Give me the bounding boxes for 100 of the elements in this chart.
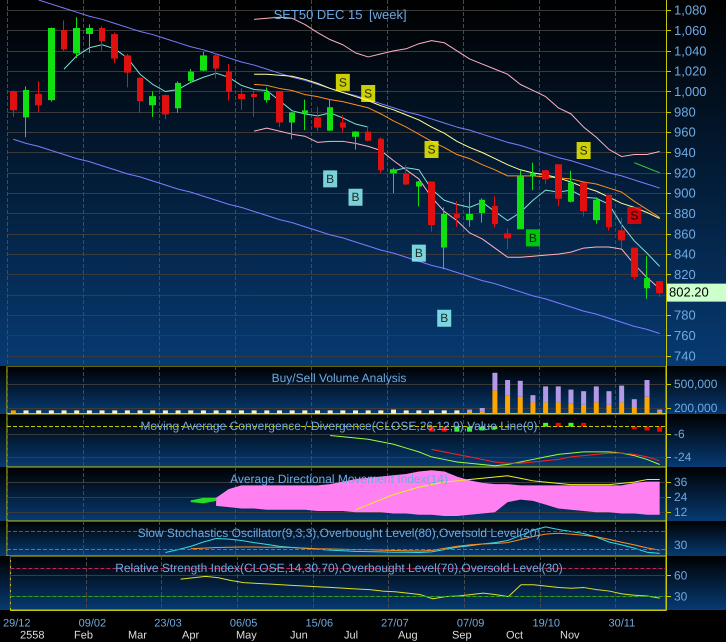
text: 802.20 [669,284,709,300]
candlestick [226,64,232,102]
text: Oct [506,630,524,642]
data-label: B [414,246,423,260]
x-tick-label: 23/03 [154,618,182,630]
y-tick-label: 860 [674,226,696,242]
y-tick-label: 940 [674,145,696,160]
candlestick [149,91,156,118]
line-series [12,138,660,334]
candlestick [35,80,42,112]
text: 2558 [20,630,44,642]
y-tick-label: 980 [674,104,696,120]
y-tick-label: -24 [674,450,692,464]
candlestick [264,86,270,104]
x-tick-label: 09/02 [78,618,106,630]
x-tick-label: 15/06 [306,618,334,630]
data-label: B [326,172,334,186]
y-tick-label: 1,080 [674,2,707,18]
y-tick-label: 30 [674,590,688,604]
candlestick [555,164,562,207]
y-tick-label: 500,000 [674,377,718,391]
y-tick-label: 760 [674,328,696,343]
candlestick [504,228,511,250]
candlestick [302,99,308,131]
candlestick [403,164,409,186]
candlestick [428,181,435,232]
line-series [330,434,660,466]
y-tick-label: 200,000 [674,401,718,415]
candlestick [644,256,650,300]
candlestick [86,24,93,54]
candlestick [137,76,143,114]
candlestick [111,32,118,64]
candlestick [454,200,460,228]
candlestick [656,281,663,298]
candlestick [23,86,29,138]
y-tick-label: 820 [674,267,696,282]
candlestick [378,136,384,174]
candlestick [390,167,397,194]
candlestick [289,111,295,140]
x-tick-label: 30/11 [608,618,636,630]
candlestick [517,170,524,230]
candlestick [162,94,169,120]
candlestick [580,182,587,218]
text: May [236,630,258,642]
data-label: S [338,75,347,90]
y-tick-label: 1,060 [674,23,707,38]
y-tick-label: 12 [674,505,688,520]
y-tick-label: 740 [674,348,696,364]
data-label: B [352,190,360,204]
candlestick [61,20,67,52]
candlestick [48,26,55,102]
x-tick-label: 27/07 [381,618,409,630]
text: [week] [369,7,407,22]
candlestick [479,198,485,224]
candlestick [188,68,194,83]
text: Jun [290,630,308,642]
text: SET50 DEC 15 [274,7,362,22]
candlestick [251,90,257,118]
candlestick [124,53,131,88]
line-series [431,448,660,464]
text: Apr [182,630,200,642]
text: Sep [452,630,472,642]
x-tick-label: 29/12 [2,618,30,630]
data-label: S [364,86,372,101]
candlestick [99,26,105,52]
y-tick-label: 36 [674,475,688,490]
y-tick-label: 60 [674,568,688,583]
candlestick [213,52,219,79]
candlestick [10,90,17,118]
candlestick [175,80,181,114]
y-tick-label: 780 [674,308,696,323]
candlestick [314,106,321,132]
candlestick [542,169,549,185]
candlestick [530,162,536,191]
text: Jul [344,630,358,642]
line-series [38,0,660,189]
y-tick-label: 24 [674,490,688,504]
data-label: B [440,311,448,326]
text: Aug [398,630,418,642]
x-tick-label: 19/10 [532,618,560,630]
y-tick-label: 1,040 [674,43,707,58]
y-tick-label: 900 [674,186,696,201]
chart-title: Buy/Sell Volume Analysis [272,371,406,385]
x-tick-label: 06/05 [230,618,258,630]
candlestick [200,51,207,72]
candlestick [441,206,447,270]
candlestick [327,99,333,132]
text: Nov [560,630,580,642]
candlestick [492,196,498,228]
text: Mar [128,630,148,642]
text: Feb [74,630,93,642]
data-label: S [630,208,638,223]
y-tick-label: 840 [674,246,696,262]
y-tick-label: 1,000 [674,84,707,99]
y-tick-label: 880 [674,206,696,221]
x-tick-label: 07/09 [456,618,484,630]
candlestick [466,192,473,228]
y-tick-label: 1,020 [674,64,707,79]
candlestick [276,91,283,128]
data-label: B [528,230,537,245]
